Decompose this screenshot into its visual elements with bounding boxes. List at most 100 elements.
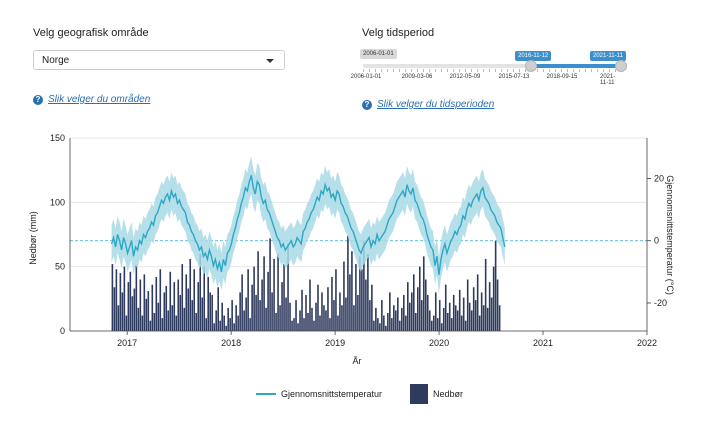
precipitation-bar xyxy=(484,258,487,331)
precipitation-bar xyxy=(472,287,475,331)
precipitation-bar xyxy=(151,284,154,331)
precipitation-bar xyxy=(337,315,339,331)
precipitation-bar xyxy=(185,274,188,331)
precipitation-bar xyxy=(486,307,489,331)
precipitation-bar xyxy=(496,279,499,331)
precipitation-bar xyxy=(179,294,182,331)
precipitation-bar xyxy=(361,269,363,331)
precipitation-bar xyxy=(438,300,441,331)
area-help-link[interactable]: ? Slik velger du områden xyxy=(33,94,150,105)
precipitation-bar xyxy=(145,298,148,331)
precipitation-bar xyxy=(401,307,403,331)
precipitation-bar xyxy=(339,292,341,331)
precipitation-bar xyxy=(119,273,122,331)
precipitation-bar xyxy=(195,312,198,331)
question-icon: ? xyxy=(362,100,372,110)
x-axis-title: År xyxy=(353,356,362,366)
precipitation-bar xyxy=(261,279,263,331)
precipitation-bar xyxy=(347,235,349,331)
precipitation-bar xyxy=(281,282,283,331)
precipitation-bar xyxy=(391,318,393,331)
precipitation-bar xyxy=(311,307,313,331)
precipitation-bar xyxy=(462,297,465,331)
precipitation-bar xyxy=(409,302,411,331)
precipitation-bar xyxy=(470,310,473,331)
precipitation-bar xyxy=(305,294,307,331)
slider-min-badge: 2006-01-01 xyxy=(360,49,397,59)
precipitation-bar xyxy=(189,258,192,331)
precipitation-bar xyxy=(191,300,194,331)
precipitation-bar xyxy=(153,312,156,331)
precipitation-bar xyxy=(133,288,136,331)
precipitation-bar xyxy=(177,279,180,331)
precipitation-bar xyxy=(199,253,202,331)
precipitation-bar xyxy=(377,318,379,331)
precipitation-bar xyxy=(123,266,126,331)
precipitation-bar xyxy=(478,315,481,331)
precipitation-bar xyxy=(397,297,399,331)
precipitation-bar xyxy=(259,300,261,331)
precipitation-bar xyxy=(137,307,140,331)
period-slider[interactable]: 2006-01-01 2016-11-12 2021-11-11 2006-01… xyxy=(351,48,630,88)
period-help-link[interactable]: ? Slik velger du tidsperioden xyxy=(362,99,494,110)
precipitation-bar xyxy=(271,292,273,331)
precipitation-bar xyxy=(375,307,377,331)
precipitation-bar xyxy=(381,300,383,331)
precipitation-bars xyxy=(111,235,501,331)
slider-selected-range xyxy=(532,64,622,68)
precipitation-bar xyxy=(436,318,439,331)
precipitation-bar xyxy=(393,305,395,331)
precipitation-bar xyxy=(217,287,219,331)
precipitation-bar xyxy=(219,320,221,331)
legend-temp-label: Gjennomsnittstemperatur xyxy=(281,389,382,399)
precipitation-bar xyxy=(412,274,415,331)
precipitation-bar xyxy=(287,243,289,331)
period-heading: Velg tidsperiod xyxy=(362,27,435,39)
precipitation-bar xyxy=(444,284,447,331)
temperature-line xyxy=(110,175,506,276)
precipitation-bar xyxy=(285,297,287,331)
precipitation-bar xyxy=(149,320,152,331)
precipitation-bar xyxy=(454,305,457,331)
precipitation-bar xyxy=(231,300,233,331)
precipitation-bar xyxy=(141,315,144,331)
precipitation-bar xyxy=(480,292,483,331)
precipitation-bar xyxy=(331,276,333,331)
precipitation-bar xyxy=(367,253,369,331)
precipitation-bar xyxy=(257,251,259,331)
precipitation-bar xyxy=(460,315,463,331)
precipitation-bar xyxy=(143,274,146,331)
precipitation-bar xyxy=(357,294,359,331)
precipitation-bar xyxy=(399,320,401,331)
y-right-tick-label: 20 xyxy=(654,173,664,183)
precipitation-bar xyxy=(169,271,172,331)
precipitation-bar xyxy=(181,264,184,331)
precipitation-bar xyxy=(424,279,427,331)
precipitation-bar xyxy=(209,292,211,331)
precipitation-bar xyxy=(147,291,150,331)
precipitation-bar xyxy=(323,305,325,331)
precipitation-bar xyxy=(155,276,158,331)
precipitation-bar xyxy=(211,294,213,331)
precipitation-bar xyxy=(213,323,215,331)
precipitation-bar xyxy=(167,310,170,331)
precipitation-bar xyxy=(315,302,317,331)
y-right-tick-label: -20 xyxy=(654,298,667,308)
legend-precip-swatch xyxy=(410,384,428,404)
precipitation-bar xyxy=(379,323,381,331)
precipitation-bar xyxy=(317,284,319,331)
precipitation-bar xyxy=(127,282,130,331)
area-select[interactable]: Norge xyxy=(33,50,285,70)
precipitation-bar xyxy=(452,294,455,331)
precipitation-bar xyxy=(458,289,461,331)
chart-axes: 0 50 100 150 -20 0 20 2017 2018 2019 2020 2021 2022 xyxy=(50,133,667,348)
slider-tick-label: 2018-09-15 xyxy=(546,74,578,80)
precipitation-bar xyxy=(263,256,265,331)
slider-track[interactable] xyxy=(363,64,621,68)
precipitation-bar xyxy=(418,266,421,331)
precipitation-bar xyxy=(115,269,118,331)
temperature-series-line xyxy=(110,175,506,276)
slider-end-badge: 2021-11-11 xyxy=(590,51,626,61)
precipitation-bar xyxy=(289,302,291,331)
